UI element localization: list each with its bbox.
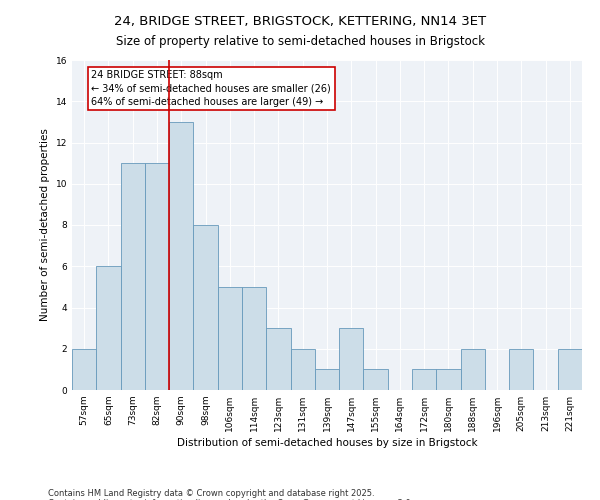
Bar bbox=[193, 225, 218, 390]
Bar bbox=[145, 163, 169, 390]
Text: 24 BRIDGE STREET: 88sqm
← 34% of semi-detached houses are smaller (26)
64% of se: 24 BRIDGE STREET: 88sqm ← 34% of semi-de… bbox=[91, 70, 331, 106]
Bar bbox=[266, 328, 290, 390]
Text: Size of property relative to semi-detached houses in Brigstock: Size of property relative to semi-detach… bbox=[115, 35, 485, 48]
Bar bbox=[509, 349, 533, 390]
Bar bbox=[218, 287, 242, 390]
Bar bbox=[461, 349, 485, 390]
Bar bbox=[558, 349, 582, 390]
Y-axis label: Number of semi-detached properties: Number of semi-detached properties bbox=[40, 128, 50, 322]
Bar bbox=[290, 349, 315, 390]
Bar bbox=[242, 287, 266, 390]
Bar bbox=[315, 370, 339, 390]
Bar bbox=[364, 370, 388, 390]
Text: Contains HM Land Registry data © Crown copyright and database right 2025.: Contains HM Land Registry data © Crown c… bbox=[48, 488, 374, 498]
Bar bbox=[72, 349, 96, 390]
Bar bbox=[121, 163, 145, 390]
Bar bbox=[436, 370, 461, 390]
Text: 24, BRIDGE STREET, BRIGSTOCK, KETTERING, NN14 3ET: 24, BRIDGE STREET, BRIGSTOCK, KETTERING,… bbox=[114, 15, 486, 28]
Bar bbox=[169, 122, 193, 390]
Bar bbox=[412, 370, 436, 390]
Bar bbox=[96, 266, 121, 390]
X-axis label: Distribution of semi-detached houses by size in Brigstock: Distribution of semi-detached houses by … bbox=[176, 438, 478, 448]
Text: Contains public sector information licensed under the Open Government Licence v3: Contains public sector information licen… bbox=[48, 498, 413, 500]
Bar bbox=[339, 328, 364, 390]
